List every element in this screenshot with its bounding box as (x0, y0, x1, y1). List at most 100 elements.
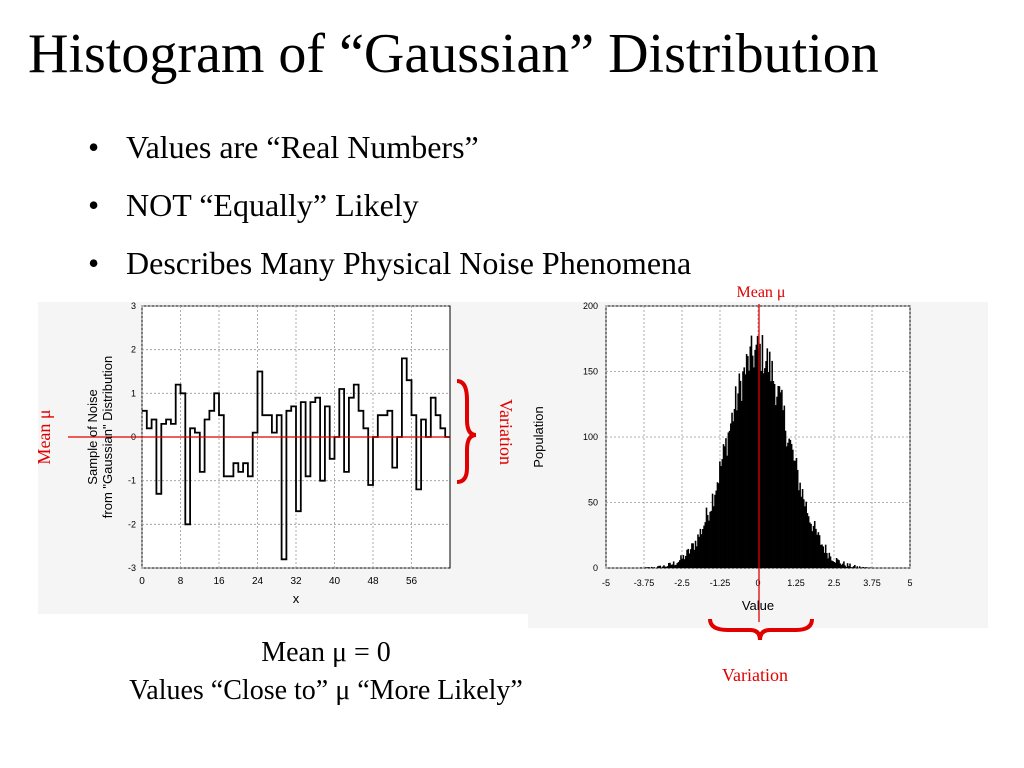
histogram-bar (753, 367, 755, 568)
histogram-bar (737, 393, 739, 568)
histogram-bar (659, 565, 662, 568)
histogram-bar (700, 534, 703, 568)
histogram-bar (675, 564, 677, 568)
histogram-bar (817, 532, 820, 568)
x-tick-labels: 0 8 16 24 32 40 48 56 (139, 576, 417, 587)
histogram-bar (725, 438, 727, 568)
y-tick-label: 100 (583, 432, 598, 442)
histogram-bar (723, 446, 726, 568)
x-axis-title: x (293, 591, 300, 606)
histogram-bar (781, 389, 783, 568)
histogram-bar (681, 558, 683, 568)
histogram-bar (646, 567, 648, 568)
histogram-bar (721, 459, 724, 568)
histogram-bar (768, 351, 771, 568)
histogram-chart: 0 50 100 150 200 -5 -3.75 -2.5 -1.25 0 1.25 2.5 3.7… (528, 284, 988, 685)
histogram-bar (717, 483, 720, 568)
mean-annotation: Mean μ (736, 284, 785, 301)
histogram-bar (706, 515, 709, 568)
histogram-bar (702, 529, 704, 568)
histogram-bar (866, 567, 868, 568)
histogram-bar (731, 412, 733, 568)
y-axis-title-line2: from "Gaussian" Distribution (100, 356, 115, 518)
histogram-bar (787, 442, 789, 568)
histogram-bar (730, 423, 732, 568)
histogram-bar (764, 368, 766, 568)
histogram-bars (640, 335, 872, 568)
histogram-bar (772, 380, 775, 568)
histogram-bar (856, 566, 859, 568)
histogram-bar (759, 343, 761, 568)
histogram-bar (812, 525, 815, 568)
histogram-bar (826, 553, 828, 568)
histogram-bar (727, 432, 730, 568)
histogram-bar (658, 565, 660, 568)
histogram-bar (851, 567, 854, 568)
histogram-bar (692, 543, 694, 568)
histogram-bar (715, 490, 718, 568)
histogram-bar (688, 553, 691, 568)
histogram-bar (849, 563, 851, 568)
x-tick-label: 24 (252, 576, 264, 587)
histogram-bar (760, 370, 762, 568)
y-tick-labels: 0 50 100 150 200 (583, 301, 598, 573)
histogram-bar (799, 482, 801, 568)
histogram-bar (811, 531, 814, 568)
x-tick-label: 40 (329, 576, 341, 587)
x-tick-label: -3.75 (634, 578, 655, 588)
x-tick-label: 16 (213, 576, 225, 587)
histogram-bar (766, 348, 769, 568)
histogram-bar (728, 430, 731, 568)
histogram-bar (800, 496, 803, 568)
x-tick-label: 0 (755, 578, 760, 588)
bullet-item: Values are “Real Numbers” (88, 118, 691, 176)
histogram-bar (832, 561, 834, 568)
histogram-bar (830, 560, 833, 568)
histogram-bar (736, 410, 738, 568)
histogram-bar (843, 561, 845, 568)
histogram-bar (795, 457, 798, 568)
histogram-bar (765, 361, 767, 568)
histogram-bar (822, 546, 825, 568)
x-tick-label: 2.5 (828, 578, 841, 588)
histogram-bar (657, 566, 659, 568)
histogram-bar (806, 513, 809, 568)
histogram-bar (664, 566, 666, 568)
histogram-bar (778, 386, 781, 568)
histogram-bar (844, 565, 846, 568)
histogram-bar (668, 563, 670, 568)
histogram-bar (709, 511, 711, 568)
histogram-bar (682, 555, 685, 568)
histogram-bar (703, 525, 705, 568)
y-tick-label: 2 (131, 345, 136, 355)
y-axis-title-line1: Sample of Noise (85, 389, 100, 484)
y-tick-label: 50 (588, 498, 598, 508)
histogram-bar (733, 408, 736, 568)
y-tick-label: 3 (131, 301, 136, 311)
histogram-bar (862, 566, 865, 568)
histogram-bar (792, 449, 794, 568)
histogram-bar (762, 373, 765, 568)
caption: Mean μ = 0 Values “Close to” μ “More Lik… (0, 634, 652, 710)
histogram-bar (776, 396, 778, 568)
x-tick-label: 48 (367, 576, 379, 587)
histogram-bar (674, 565, 676, 568)
histogram-bar (858, 566, 861, 568)
histogram-bar (837, 559, 839, 568)
histogram-bar (802, 499, 805, 568)
histogram-bar (783, 405, 786, 568)
histogram-bar (773, 384, 776, 568)
histogram-bar (671, 564, 674, 568)
histogram-bar (747, 356, 749, 568)
histogram-bar (720, 465, 722, 568)
histogram-bar (738, 373, 741, 568)
histogram-bar (788, 438, 790, 568)
histogram-bar (685, 555, 687, 568)
histogram-bar (748, 370, 750, 568)
histogram-bar (683, 559, 686, 568)
variation-annotation: Variation (722, 665, 788, 685)
y-tick-label: -2 (128, 519, 136, 529)
histogram-bar (841, 563, 844, 568)
histogram-bar (665, 566, 668, 568)
histogram-bar (676, 563, 679, 568)
